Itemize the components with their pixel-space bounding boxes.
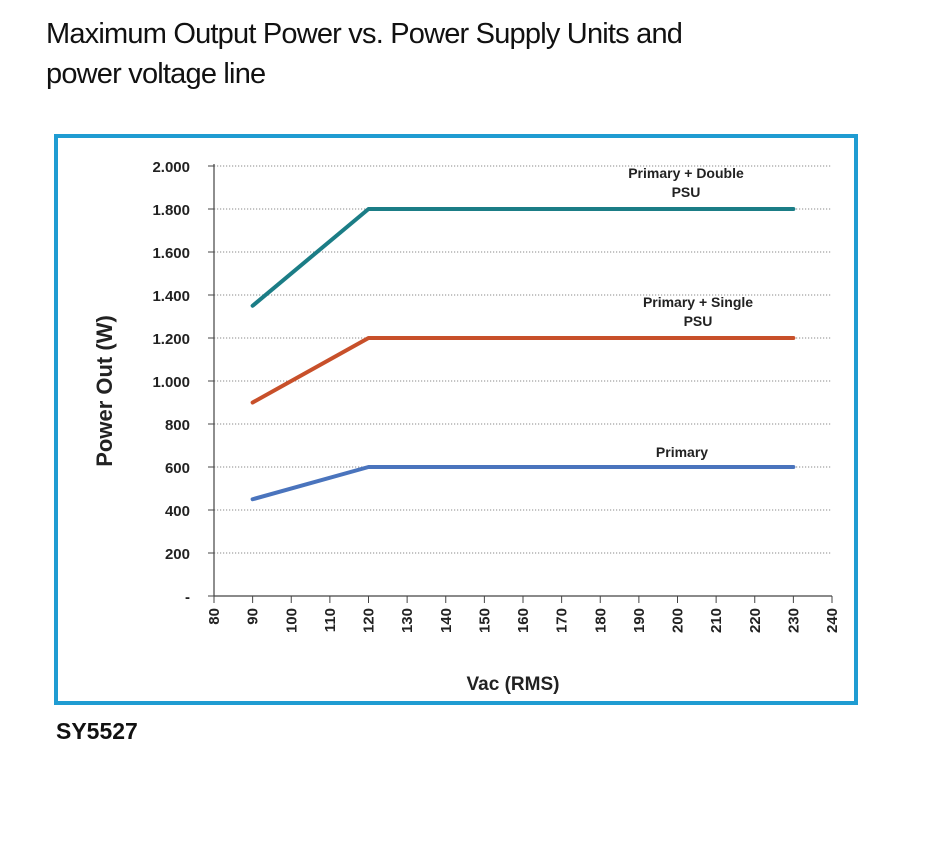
series-line <box>250 465 796 502</box>
x-tick-label: 130 <box>399 608 416 633</box>
x-tick-label: 170 <box>554 608 571 633</box>
x-tick-label: 100 <box>283 608 300 633</box>
x-tick-label: 160 <box>515 608 532 633</box>
x-tick-label: 220 <box>747 608 764 633</box>
x-tick-label: 90 <box>245 608 262 625</box>
y-tick-label: 600 <box>165 460 190 477</box>
y-tick-label: 1.800 <box>152 202 190 219</box>
power-chart: - 200 400 600 800 1.000 1.200 1.400 1.600 1.800 2.… <box>92 159 841 695</box>
series-label: Primary <box>656 444 708 460</box>
series-label: Primary + Single <box>643 294 753 310</box>
series-label: Primary + Double <box>628 165 744 181</box>
title-line-2: power voltage line <box>46 58 266 90</box>
y-tick-label: 2.000 <box>152 159 190 176</box>
x-tick-label: 240 <box>824 608 841 633</box>
y-tick-label: 1.000 <box>152 374 190 391</box>
x-axis-label: Vac (RMS) <box>467 674 560 695</box>
y-tick-label: 1.600 <box>152 245 190 262</box>
y-axis-label: Power Out (W) <box>92 315 117 467</box>
x-tick-label: 180 <box>592 608 609 633</box>
series-line <box>250 336 796 405</box>
y-tick-label: - <box>185 589 190 606</box>
x-tick-label: 200 <box>670 608 687 633</box>
y-tick-label: 200 <box>165 546 190 563</box>
title-line-1: Maximum Output Power vs. Power Supply Un… <box>46 18 683 50</box>
x-tick-label: 190 <box>631 608 648 633</box>
series-label: PSU <box>684 313 713 329</box>
y-tick-label: 400 <box>165 503 190 520</box>
series-label: PSU <box>672 184 701 200</box>
y-tick-label: 800 <box>165 417 190 434</box>
x-tick-label: 150 <box>476 608 493 633</box>
series-line <box>250 207 796 308</box>
page-title: Maximum Output Power vs. Power Supply Un… <box>46 14 766 94</box>
y-tick-label: 1.400 <box>152 288 190 305</box>
y-tick-label: 1.200 <box>152 331 190 348</box>
x-tick-label: 120 <box>361 608 378 633</box>
x-tick-label: 140 <box>438 608 455 633</box>
x-tick-label: 80 <box>206 608 223 625</box>
x-tick-label: 110 <box>322 608 339 632</box>
x-tick-label: 210 <box>708 608 725 633</box>
x-tick-label: 230 <box>785 608 802 633</box>
model-caption: SY5527 <box>56 718 138 744</box>
chart-frame: - 200 400 600 800 1.000 1.200 1.400 1.600 1.800 2.… <box>54 134 858 705</box>
